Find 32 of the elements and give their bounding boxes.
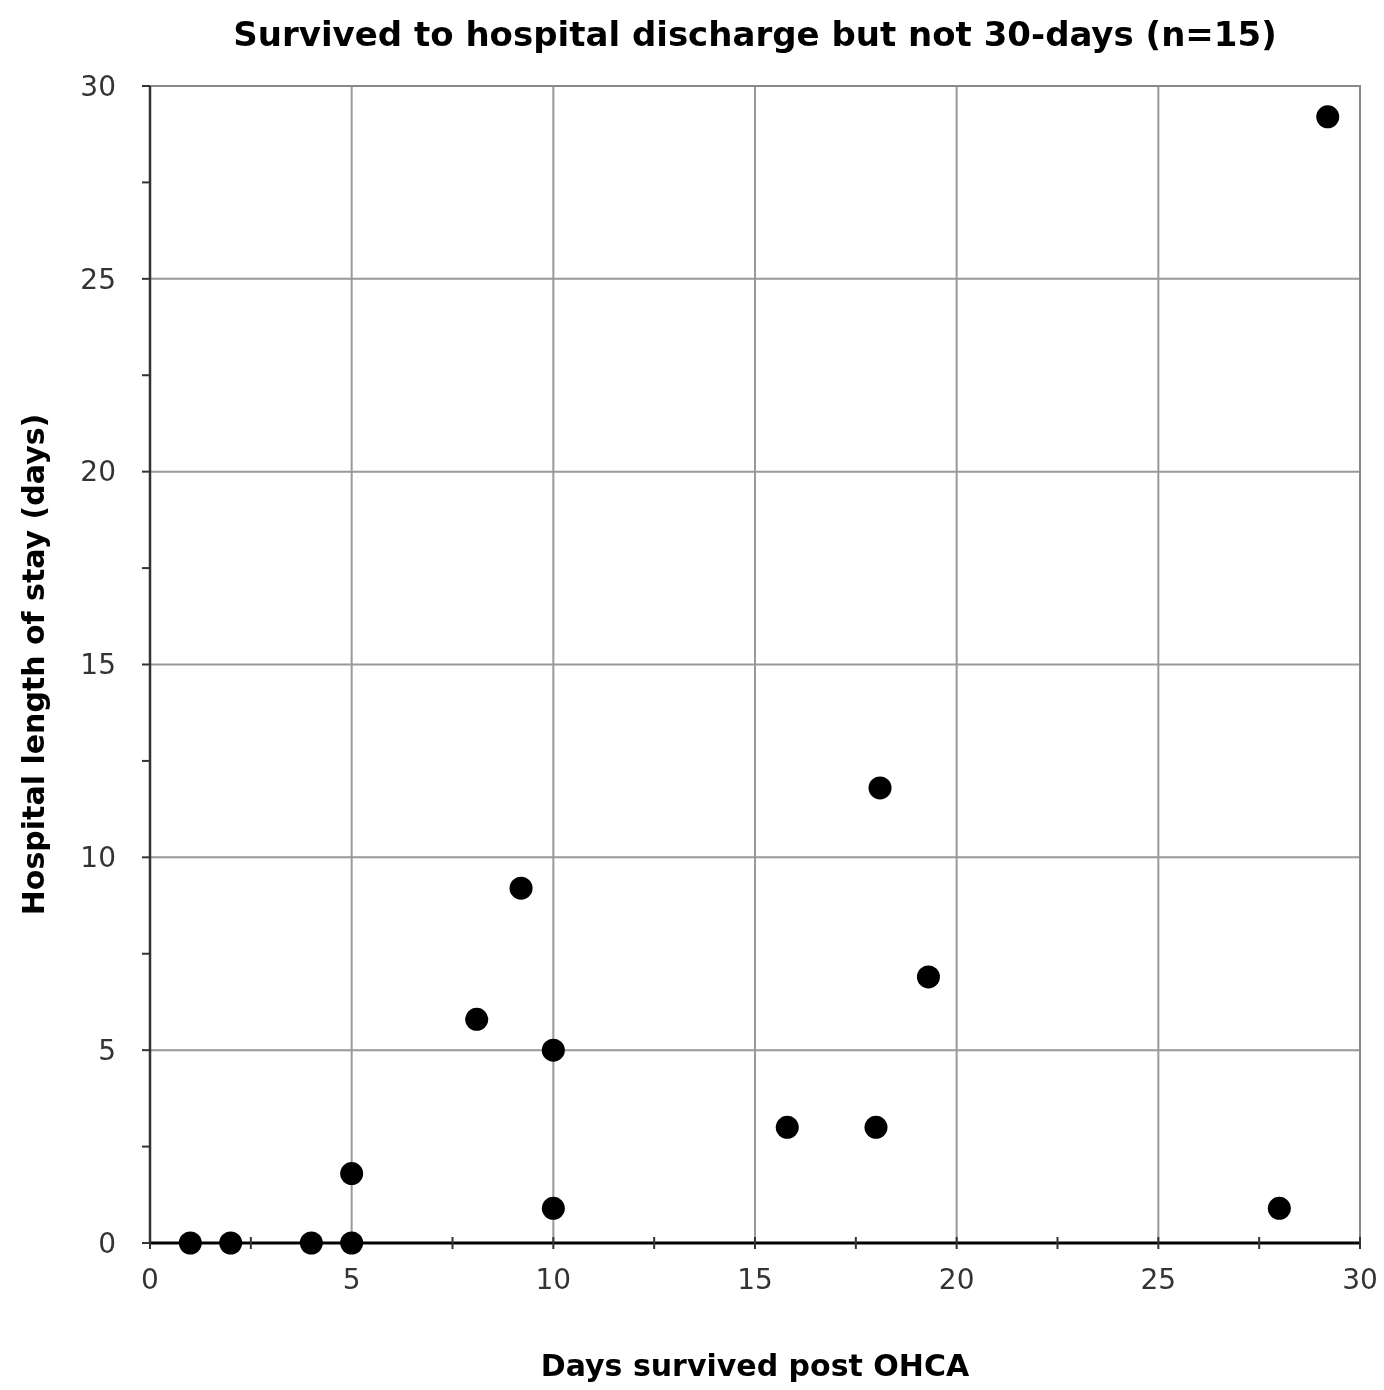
y-tick-label: 30 [80, 69, 116, 103]
y-tick-label: 25 [80, 262, 116, 296]
x-axis-title: Days survived post OHCA [540, 1348, 970, 1383]
y-tick-label: 20 [80, 455, 116, 489]
x-tick-label: 25 [1140, 1263, 1177, 1296]
point [864, 1115, 888, 1139]
point [509, 876, 533, 900]
point [868, 776, 892, 800]
x-tick-label: 20 [938, 1263, 975, 1296]
point [340, 1162, 364, 1186]
y-tick-label: 5 [98, 1033, 116, 1067]
x-tick-label: 10 [535, 1263, 572, 1296]
point [916, 965, 940, 989]
point [541, 1038, 565, 1062]
point [465, 1007, 489, 1031]
x-tick-label: 30 [1342, 1263, 1378, 1296]
point [219, 1231, 243, 1255]
point [1267, 1196, 1291, 1220]
point [775, 1115, 799, 1139]
point [340, 1231, 364, 1255]
y-tick-label: 10 [80, 841, 116, 875]
y-axis-title: Hospital length of stay (days) [16, 413, 51, 916]
x-tick-label: 0 [141, 1263, 159, 1296]
point [1316, 105, 1340, 129]
point [541, 1196, 565, 1220]
x-tick-label: 5 [342, 1263, 361, 1296]
y-tick-label: 0 [98, 1226, 116, 1260]
chart-title: Survived to hospital discharge but not 30-days (n=15) [233, 14, 1277, 54]
point [178, 1231, 202, 1255]
x-tick-label: 15 [737, 1263, 773, 1296]
point [299, 1231, 323, 1255]
y-tick-label: 15 [80, 648, 116, 682]
